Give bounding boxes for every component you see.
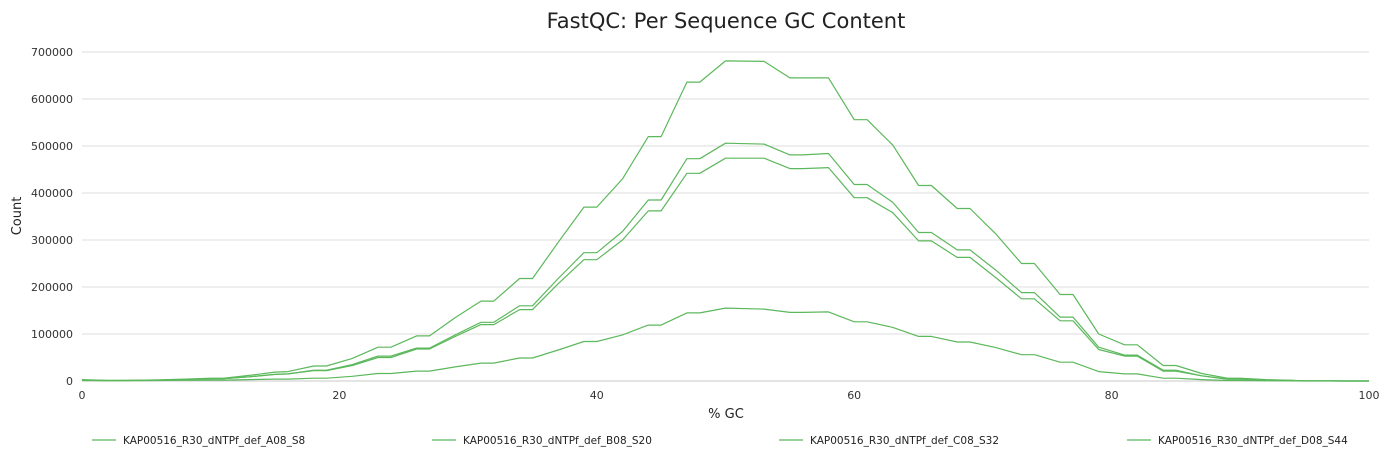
series-line-4[interactable] — [81, 307, 1369, 382]
y-tick-label: 0 — [66, 375, 73, 388]
legend: KAP00516_R30_dNTPf_def_A08_S8 KAP00516_R3… — [92, 435, 1348, 447]
legend-item-4[interactable]: KAP00516_R30_dNTPf_def_D08_S44 — [1158, 435, 1348, 447]
series-line-1[interactable] — [81, 157, 1369, 382]
chart-title: FastQC: Per Sequence GC Content — [547, 9, 906, 33]
legend-item-1[interactable]: KAP00516_R30_dNTPf_def_A08_S8 — [123, 435, 305, 447]
y-axis-label: Count — [10, 197, 25, 236]
y-tick-label: 700000 — [31, 46, 73, 59]
y-tick-label: 200000 — [31, 281, 73, 294]
legend-item-3[interactable]: KAP00516_R30_dNTPf_def_C08_S32 — [810, 435, 999, 447]
x-tick-label: 20 — [332, 389, 346, 402]
y-tick-label: 500000 — [31, 140, 73, 153]
grid — [82, 51, 1369, 335]
x-tick-label: 40 — [590, 389, 604, 402]
y-axis-ticks: 0 100000 200000 300000 400000 500000 600000 700… — [31, 46, 73, 388]
x-tick-label: 60 — [847, 389, 861, 402]
x-axis-ticks: 0 20 40 60 80 100 — [79, 389, 1380, 402]
x-tick-label: 80 — [1105, 389, 1119, 402]
y-tick-label: 300000 — [31, 234, 73, 247]
y-tick-label: 600000 — [31, 93, 73, 106]
y-tick-label: 400000 — [31, 187, 73, 200]
x-tick-label: 100 — [1359, 389, 1380, 402]
series-line-2[interactable] — [81, 60, 1369, 382]
series-line-3[interactable] — [81, 142, 1369, 382]
y-tick-label: 100000 — [31, 328, 73, 341]
x-axis-label: % GC — [708, 407, 744, 422]
series-lines — [81, 60, 1369, 382]
x-tick-label: 0 — [79, 389, 86, 402]
legend-item-2[interactable]: KAP00516_R30_dNTPf_def_B08_S20 — [463, 435, 652, 447]
